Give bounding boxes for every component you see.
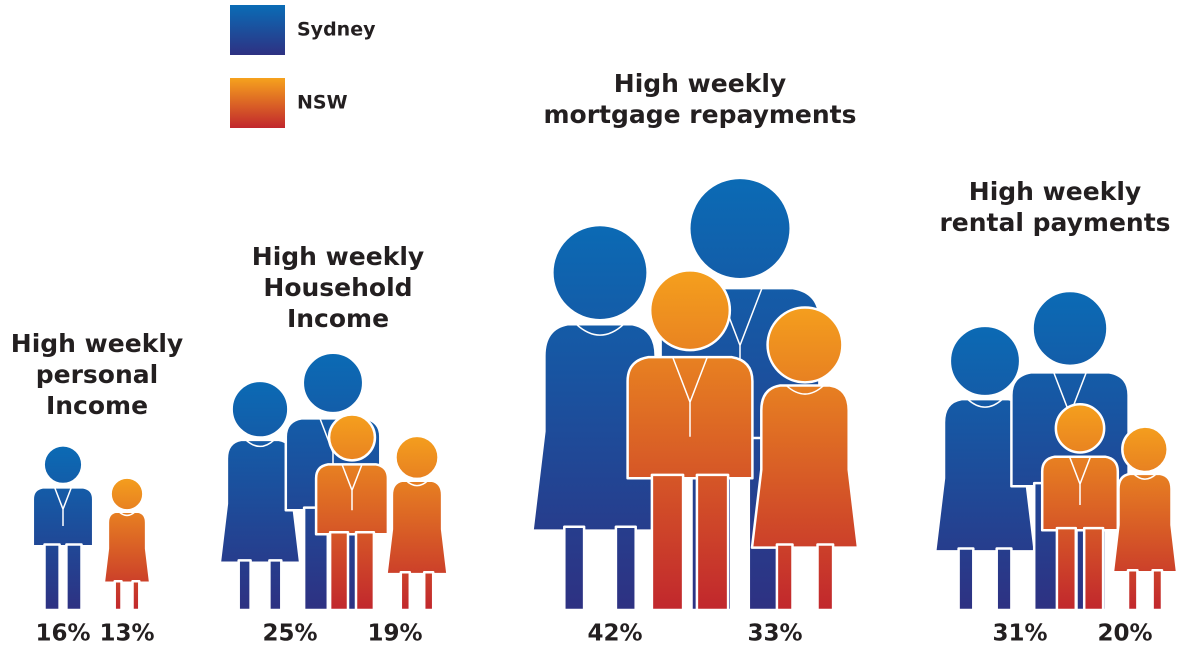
group-title: High weekly — [252, 242, 424, 271]
figure-leg — [1153, 570, 1162, 610]
value-label: 42% — [587, 621, 642, 647]
value-label: 13% — [99, 621, 154, 647]
figure-leg — [66, 545, 81, 611]
figure-leg — [697, 475, 728, 610]
figure-head — [1033, 291, 1108, 366]
figure-head — [303, 353, 363, 413]
group-title: High weekly — [11, 329, 183, 358]
figure — [387, 436, 448, 610]
figure-leg — [777, 545, 793, 611]
value-label: 20% — [1097, 621, 1152, 647]
figure-head — [650, 270, 730, 350]
group-title: rental payments — [939, 208, 1170, 237]
figure-head — [329, 414, 375, 460]
figure-head — [768, 308, 843, 383]
figure-leg — [424, 572, 433, 610]
figure-leg — [616, 527, 636, 610]
figure-leg — [401, 572, 410, 610]
figure-leg — [133, 581, 140, 610]
figure-head — [232, 381, 289, 438]
figure-leg — [1128, 570, 1137, 610]
figure-head — [950, 326, 1020, 396]
figure-head — [44, 445, 83, 484]
value-label: 16% — [35, 621, 90, 647]
group-title: High weekly — [614, 69, 786, 98]
legend-swatch — [230, 5, 285, 55]
group-title: personal — [36, 360, 158, 389]
legend-label: Sydney — [297, 19, 376, 41]
value-label: 33% — [747, 621, 802, 647]
figure — [104, 478, 150, 610]
figure-head — [689, 178, 790, 279]
figure-leg — [330, 532, 348, 610]
figure-leg — [269, 560, 281, 610]
figure-leg — [997, 549, 1012, 611]
value-label: 25% — [262, 621, 317, 647]
figure-dress — [104, 512, 150, 583]
figure-leg — [818, 545, 834, 611]
figure-leg — [652, 475, 683, 610]
figure — [33, 445, 93, 610]
figure-leg — [959, 549, 974, 611]
group-title: High weekly — [969, 177, 1141, 206]
value-label: 31% — [992, 621, 1047, 647]
figure-head — [395, 436, 438, 479]
value-label: 19% — [367, 621, 422, 647]
figure-leg — [1057, 528, 1076, 610]
group-title: Income — [287, 304, 389, 333]
figure-leg — [356, 532, 374, 610]
figure-head — [111, 478, 144, 511]
figure-leg — [1084, 528, 1103, 610]
figure-head — [1122, 427, 1167, 472]
figure-head — [552, 225, 647, 320]
figure-leg — [564, 527, 584, 610]
figure-leg — [115, 581, 122, 610]
figure-dress — [1113, 474, 1177, 572]
figure-leg — [239, 560, 251, 610]
figure-dress — [387, 481, 448, 574]
legend-swatch — [230, 78, 285, 128]
legend-label: NSW — [297, 92, 348, 114]
group-title: Household — [263, 273, 412, 302]
figure-head — [1056, 404, 1104, 452]
figure — [1113, 427, 1177, 610]
figure-leg — [45, 545, 60, 611]
infographic: SydneyNSWHigh weeklypersonalIncome16%13%… — [0, 0, 1181, 647]
group-title: Income — [46, 391, 148, 420]
figure-dress — [752, 386, 858, 548]
group-title: mortgage repayments — [543, 100, 856, 129]
